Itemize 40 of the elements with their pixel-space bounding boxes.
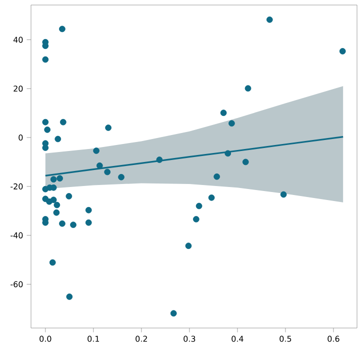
point	[280, 191, 287, 198]
point	[66, 294, 73, 300]
point	[50, 196, 57, 204]
point	[93, 148, 100, 154]
point	[85, 219, 92, 226]
point	[70, 222, 76, 228]
point	[224, 150, 232, 157]
point	[220, 110, 227, 116]
point	[185, 242, 192, 250]
point	[42, 118, 49, 126]
point	[59, 220, 66, 227]
point	[60, 118, 66, 126]
point	[170, 310, 177, 317]
point	[50, 176, 57, 183]
point	[208, 194, 215, 201]
point	[66, 193, 72, 200]
point	[56, 175, 63, 182]
point	[105, 124, 112, 131]
point	[49, 259, 56, 266]
point	[228, 120, 235, 127]
point	[192, 216, 200, 222]
point	[214, 173, 220, 180]
point	[118, 174, 124, 180]
point	[54, 136, 62, 142]
point	[85, 206, 92, 214]
point	[242, 158, 249, 166]
point	[196, 202, 202, 210]
point	[54, 202, 60, 208]
point	[42, 42, 49, 50]
point	[156, 156, 163, 163]
point	[42, 56, 49, 63]
point	[44, 126, 51, 133]
point	[42, 144, 49, 151]
point	[59, 26, 66, 32]
point	[266, 16, 273, 23]
point	[339, 48, 346, 54]
point	[104, 168, 111, 176]
point	[244, 85, 252, 92]
point	[53, 209, 60, 216]
point	[96, 162, 103, 169]
